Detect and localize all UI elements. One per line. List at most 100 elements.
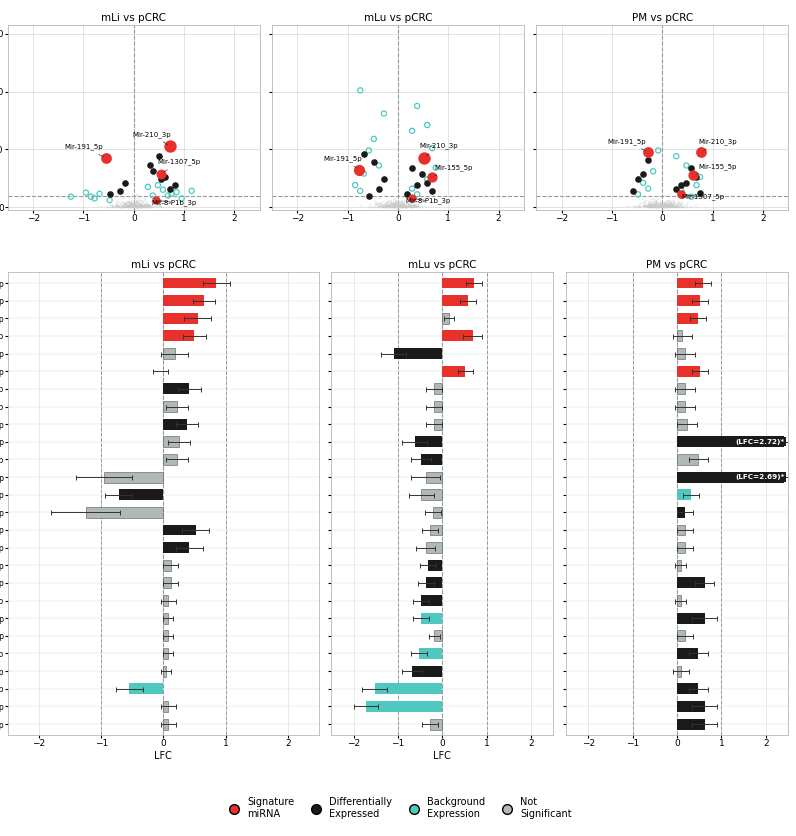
Point (646, 199, 659, 212)
Point (390, 194, 403, 207)
Point (671, 200, 684, 213)
Point (397, 199, 410, 212)
Point (637, 197, 650, 211)
Point (154, 199, 167, 212)
Point (655, 196, 668, 210)
Point (631, 198, 644, 212)
Point (654, 200, 667, 213)
Point (675, 178, 688, 191)
Point (670, 182, 683, 196)
Bar (86, 507, 163, 517)
Point (142, 198, 155, 212)
Point (650, 196, 663, 210)
Point (119, 199, 131, 212)
Point (658, 199, 671, 212)
Point (678, 197, 691, 211)
Point (131, 198, 143, 212)
Point (396, 191, 408, 204)
Point (391, 201, 404, 214)
Point (399, 201, 412, 214)
Point (656, 200, 669, 213)
Point (638, 199, 650, 212)
Point (124, 196, 137, 210)
Point (381, 199, 394, 212)
Text: (LFC=2.69)*: (LFC=2.69)* (735, 474, 785, 480)
Point (652, 200, 665, 213)
Point (408, 199, 420, 212)
Point (663, 195, 676, 208)
Point (646, 196, 659, 210)
Point (170, 186, 183, 199)
Point (131, 200, 143, 213)
Point (116, 199, 129, 212)
Point (115, 199, 128, 212)
Point (115, 200, 128, 213)
Point (134, 201, 146, 214)
Point (384, 199, 397, 212)
Point (680, 196, 693, 210)
Point (664, 196, 677, 210)
Point (638, 199, 651, 212)
Point (653, 197, 665, 211)
Point (384, 199, 396, 212)
Point (391, 200, 404, 213)
Point (117, 200, 130, 213)
Text: Mir-1307_5p: Mir-1307_5p (681, 193, 724, 200)
Point (649, 200, 661, 213)
Point (408, 198, 421, 212)
Point (384, 198, 396, 212)
Point (130, 197, 142, 211)
Point (404, 199, 417, 212)
Point (120, 196, 133, 209)
Point (416, 190, 429, 203)
Point (392, 197, 404, 211)
Point (126, 200, 139, 213)
Point (650, 200, 662, 213)
Point (142, 181, 154, 194)
Text: Mir-210_3p: Mir-210_3p (419, 143, 458, 156)
Point (388, 196, 401, 210)
Point (650, 190, 662, 203)
Point (671, 199, 684, 212)
Point (134, 196, 146, 210)
Point (670, 197, 683, 211)
Point (660, 198, 673, 212)
Point (143, 200, 156, 213)
Point (410, 200, 423, 213)
Point (362, 189, 375, 202)
Point (652, 201, 665, 214)
Point (664, 197, 677, 211)
Point (378, 198, 391, 212)
Point (642, 199, 655, 212)
Point (396, 197, 408, 211)
Point (137, 201, 150, 214)
Point (123, 200, 135, 213)
Point (379, 200, 392, 213)
Point (126, 198, 139, 212)
Point (123, 198, 135, 212)
Point (137, 199, 150, 212)
Point (397, 187, 410, 201)
Point (407, 199, 419, 212)
Bar (677, 295, 700, 306)
Point (117, 200, 130, 213)
Point (662, 194, 675, 207)
Point (654, 198, 667, 212)
Point (125, 197, 138, 211)
Point (114, 201, 127, 214)
Point (395, 200, 408, 213)
Point (657, 201, 670, 214)
Point (92, 198, 104, 212)
Point (136, 199, 149, 212)
Point (695, 145, 708, 159)
Point (385, 198, 398, 212)
Point (374, 196, 387, 210)
Point (113, 201, 126, 214)
Point (637, 200, 650, 213)
Point (131, 195, 144, 208)
Point (141, 199, 154, 212)
Bar (419, 648, 443, 659)
Point (131, 200, 143, 213)
Point (380, 196, 392, 209)
Point (124, 198, 137, 212)
